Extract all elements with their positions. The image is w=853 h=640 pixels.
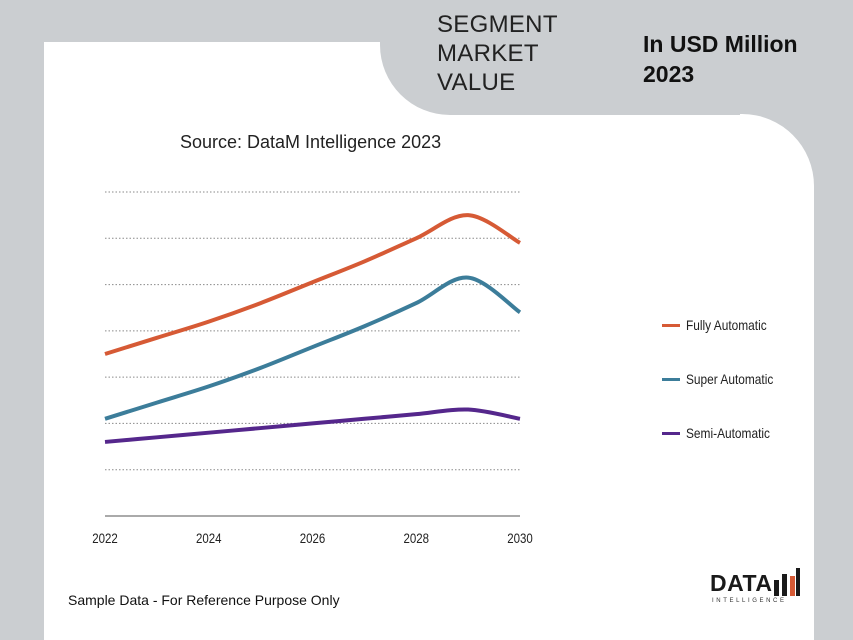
unit-title-line1: In USD Million [643,31,798,57]
legend-swatch [662,431,680,435]
logo-wordmark: DATA [710,570,773,596]
legend-item: Super Automatic [662,366,789,392]
x-tick-label: 2024 [196,530,222,546]
legend: Fully Automatic Super Automatic Semi-Autom… [662,312,789,474]
x-tick-label: 2030 [507,530,533,546]
segment-title: SEGMENT MARKET VALUE [437,11,558,96]
legend-item: Semi-Automatic [662,420,789,446]
gridlines [105,191,520,517]
legend-label: Super Automatic [686,371,774,387]
legend-swatch [662,377,680,381]
footnote: Sample Data - For Reference Purpose Only [68,592,340,608]
series-line-super-automatic [104,275,522,421]
logo-bars-icon [774,568,800,596]
unit-title: In USD Million 2023 [643,29,843,89]
legend-label: Fully Automatic [686,317,767,333]
legend-label: Semi-Automatic [686,425,770,441]
logo-subtitle: INTELLIGENCE [712,598,787,604]
datam-logo: DATA INTELLIGENCE [710,566,802,610]
x-tick-label: 2028 [403,530,429,546]
x-tick-label: 2026 [300,530,326,546]
x-axis-tick-labels: 2022 2024 2026 2028 2030 [92,530,533,546]
series-lines [104,213,522,444]
series-line-fully-automatic [104,213,522,356]
x-tick-label: 2022 [92,530,118,546]
header-notch [380,0,853,115]
legend-item: Fully Automatic [662,312,789,338]
unit-title-year: 2023 [643,61,695,87]
chart-card [44,42,814,640]
chart-source: Source: DataM Intelligence 2023 [180,132,442,152]
series-line-semi-automatic [104,407,521,444]
legend-swatch [662,323,680,327]
